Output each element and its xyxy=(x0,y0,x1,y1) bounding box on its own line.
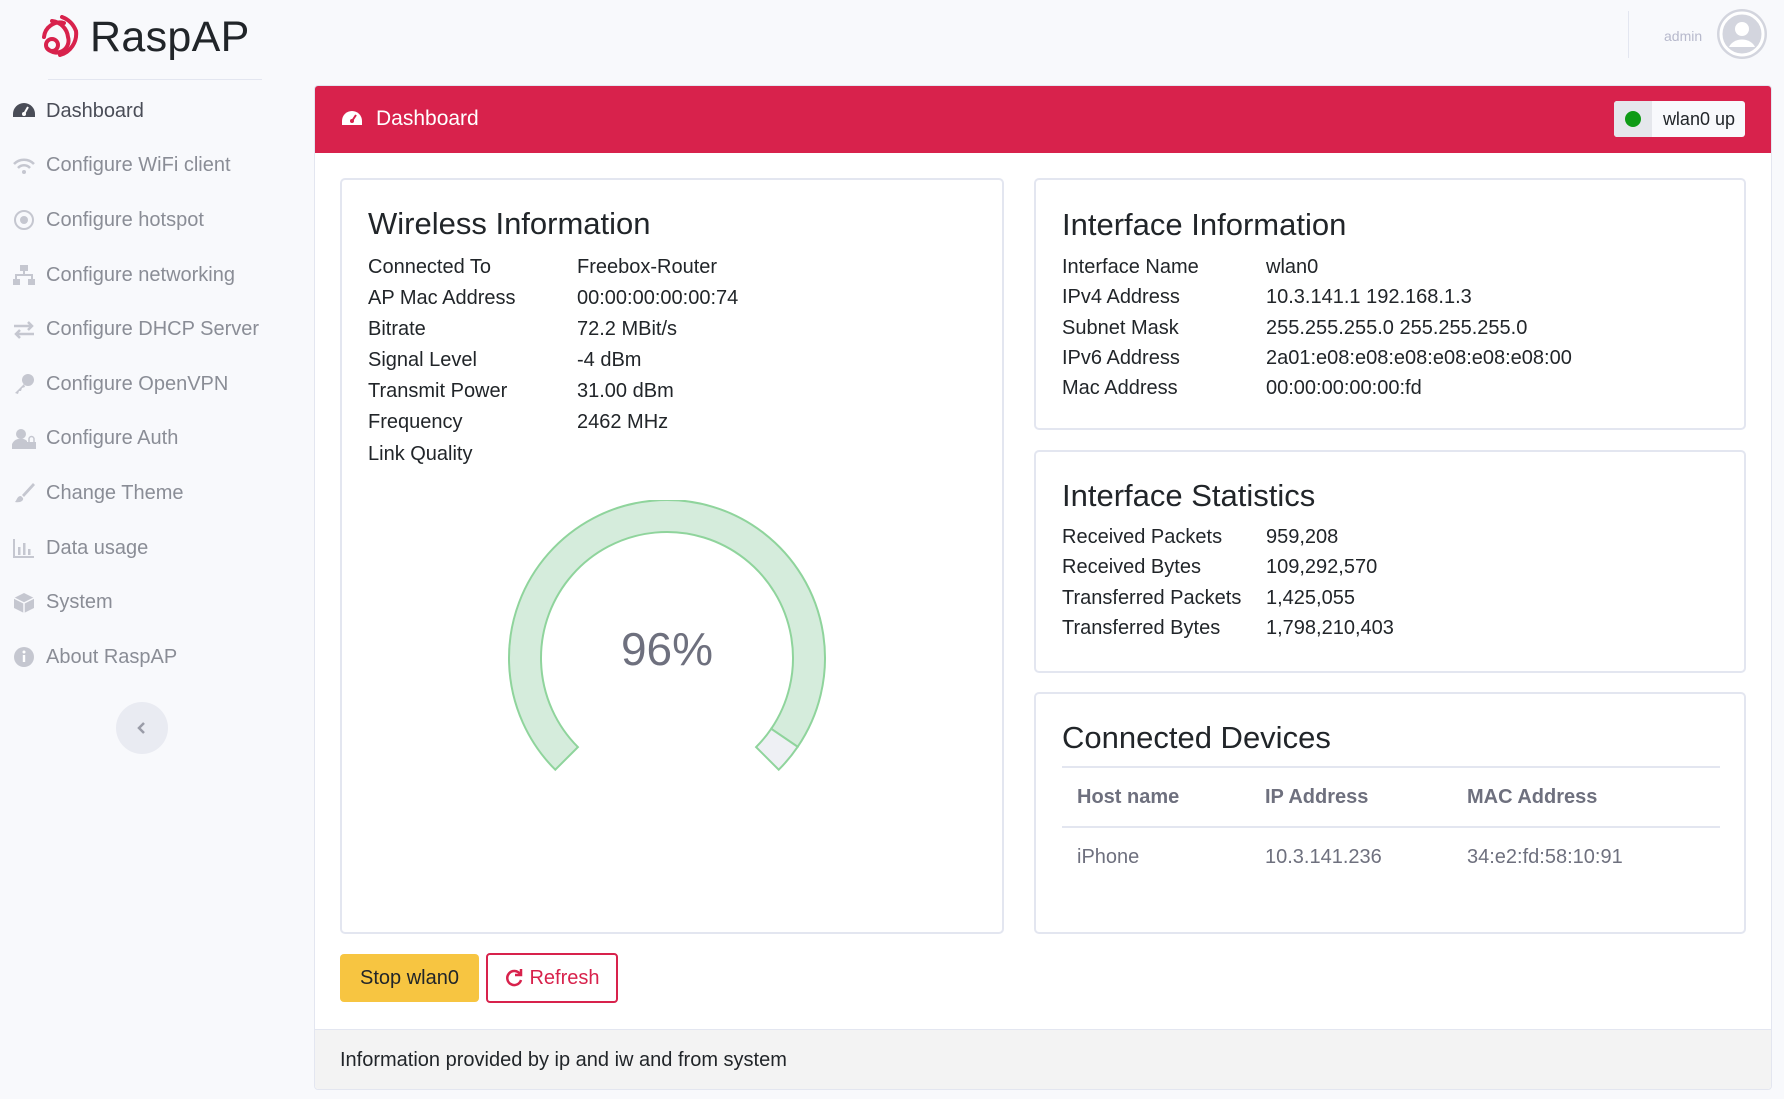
info-row: Interface Name wlan0 xyxy=(1062,256,1319,278)
sidebar-item-label: Configure DHCP Server xyxy=(46,318,260,341)
sidebar-item-dhcp[interactable]: Configure DHCP Server xyxy=(0,302,312,357)
info-row: AP Mac Address 00:00:00:00:00:74 xyxy=(368,287,739,310)
sidebar-item-system[interactable]: System xyxy=(0,575,312,630)
tachometer-icon xyxy=(12,99,36,123)
interface-info-title: Interface Information xyxy=(1062,207,1347,242)
sidebar-nav: Dashboard Configure WiFi client Configur… xyxy=(0,84,312,685)
column-header: Host name xyxy=(1062,766,1250,828)
sidebar-item-label: Configure WiFi client xyxy=(46,154,231,177)
chevron-left-icon xyxy=(137,722,145,734)
info-circle-icon xyxy=(12,645,36,669)
interface-stats-list: Received Packets 959,208 Received Bytes 10… xyxy=(1062,526,1394,647)
connected-devices-title: Connected Devices xyxy=(1062,720,1331,755)
info-row: Bitrate 72.2 MBit/s xyxy=(368,318,678,341)
table-cell: iPhone xyxy=(1077,846,1140,868)
info-row: Received Bytes 109,292,570 xyxy=(1062,556,1378,579)
table-cell: 34:e2:fd:58:10:91 xyxy=(1467,846,1623,868)
sidebar-item-label: About RaspAP xyxy=(46,645,178,668)
sidebar-item-openvpn[interactable]: Configure OpenVPN xyxy=(0,357,312,412)
sidebar-item-hotspot[interactable]: Configure hotspot xyxy=(0,193,312,248)
exchange-icon xyxy=(12,318,36,342)
app-name: RaspAP xyxy=(90,12,250,61)
sidebar-item-auth[interactable]: Configure Auth xyxy=(0,412,312,467)
user-lock-icon xyxy=(12,427,36,451)
paint-brush-icon xyxy=(12,481,36,505)
column-header: IP Address xyxy=(1250,766,1452,828)
raspap-logo-icon xyxy=(42,15,79,57)
sidebar-item-data-usage[interactable]: Data usage xyxy=(0,521,312,576)
sidebar-item-label: Data usage xyxy=(46,536,149,559)
info-row: Signal Level -4 dBm xyxy=(368,349,642,372)
sidebar-divider xyxy=(48,79,262,80)
stop-wlan0-button[interactable]: Stop wlan0 xyxy=(340,954,479,1002)
card-header: Dashboard wlan0 up xyxy=(315,86,1771,153)
connected-devices-panel: Connected Devices Host name IP Address M… xyxy=(1034,692,1746,934)
sidebar: RaspAP Dashboard Configure WiFi client C… xyxy=(0,0,312,1099)
devices-table: Host name IP Address MAC Address iPhone … xyxy=(1062,766,1720,887)
gauge-remaining-arc xyxy=(754,727,800,772)
sidebar-toggle-button[interactable] xyxy=(116,702,168,754)
sidebar-item-label: Change Theme xyxy=(46,481,184,504)
refresh-label: Refresh xyxy=(529,966,600,989)
sidebar-item-label: Dashboard xyxy=(46,99,144,122)
link-quality-value: 96% xyxy=(620,623,714,675)
wireless-info-panel: Wireless Information Connected To Freebox… xyxy=(340,178,1004,934)
info-row: IPv6 Address 2a01:e08:e08:e08:e08:e08:e08… xyxy=(1062,346,1572,369)
cube-icon xyxy=(12,591,36,615)
interface-info-list: Interface Name wlan0 IPv4 Address 10.3.141… xyxy=(1062,256,1572,407)
info-row: IPv4 Address 10.3.141.1 192.168.1.3 xyxy=(1062,286,1472,309)
wireless-info-list: Connected To Freebox-Router AP Mac Addres… xyxy=(368,256,738,474)
refresh-icon xyxy=(504,968,524,988)
sidebar-item-dashboard[interactable]: Dashboard xyxy=(0,84,312,139)
status-badge: wlan0 up xyxy=(1613,101,1745,137)
table-row: iPhone 10.3.141.236 34:e2:fd:58:10:91 xyxy=(1062,827,1720,887)
sidebar-item-label: Configure Auth xyxy=(46,427,179,450)
dashboard-card: Dashboard wlan0 up Wireless Information … xyxy=(314,85,1772,1090)
wireless-info-title: Wireless Information xyxy=(368,206,651,241)
sidebar-item-networking[interactable]: Configure networking xyxy=(0,248,312,303)
info-row: Link Quality xyxy=(368,442,473,465)
table-header-row: Host name IP Address MAC Address xyxy=(1062,766,1720,828)
card-footer: Information provided by ip and iw and fr… xyxy=(315,1029,1771,1089)
tachometer-icon xyxy=(342,111,362,125)
wifi-icon xyxy=(12,154,36,178)
user-name[interactable]: admin xyxy=(1664,28,1703,44)
brand[interactable]: RaspAP xyxy=(38,12,250,62)
link-quality-gauge: 96% xyxy=(502,499,832,810)
dot-circle-icon xyxy=(12,208,36,232)
network-icon xyxy=(12,263,36,287)
footer-text: Information provided by ip and iw and fr… xyxy=(340,1049,787,1071)
sidebar-item-about[interactable]: About RaspAP xyxy=(0,630,312,685)
info-row: Received Packets 959,208 xyxy=(1062,526,1339,548)
info-row: Transferred Packets 1,425,055 xyxy=(1062,586,1355,609)
status-text: wlan0 up xyxy=(1662,108,1735,129)
sidebar-item-label: Configure hotspot xyxy=(46,208,204,231)
table-cell: 10.3.141.236 xyxy=(1265,846,1382,868)
avatar-icon[interactable] xyxy=(1716,8,1768,60)
sidebar-item-theme[interactable]: Change Theme xyxy=(0,466,312,521)
topbar-divider xyxy=(1628,11,1629,58)
info-row: Mac Address 00:00:00:00:00:fd xyxy=(1062,377,1422,400)
sidebar-item-label: Configure networking xyxy=(46,263,235,286)
sidebar-item-label: Configure OpenVPN xyxy=(46,372,229,395)
info-row: Subnet Mask 255.255.255.0 255.255.255.0 xyxy=(1062,316,1528,339)
info-row: Connected To Freebox-Router xyxy=(368,256,718,278)
info-row: Frequency 2462 MHz xyxy=(368,411,669,434)
info-row: Transmit Power 31.00 dBm xyxy=(368,380,674,403)
sidebar-item-label: System xyxy=(46,591,113,614)
info-row: Transferred Bytes 1,798,210,403 xyxy=(1062,616,1394,639)
page-title: Dashboard xyxy=(376,107,479,130)
interface-info-panel: Interface Information Interface Name wlan… xyxy=(1034,178,1746,430)
column-header: MAC Address xyxy=(1452,766,1720,828)
refresh-button[interactable]: Refresh xyxy=(486,953,618,1003)
bar-chart-icon xyxy=(12,536,36,560)
key-icon xyxy=(12,372,36,396)
sidebar-item-wifi-client[interactable]: Configure WiFi client xyxy=(0,139,312,194)
interface-stats-panel: Interface Statistics Received Packets 959… xyxy=(1034,450,1746,673)
interface-stats-title: Interface Statistics xyxy=(1062,478,1316,513)
status-dot-icon xyxy=(1624,111,1641,127)
